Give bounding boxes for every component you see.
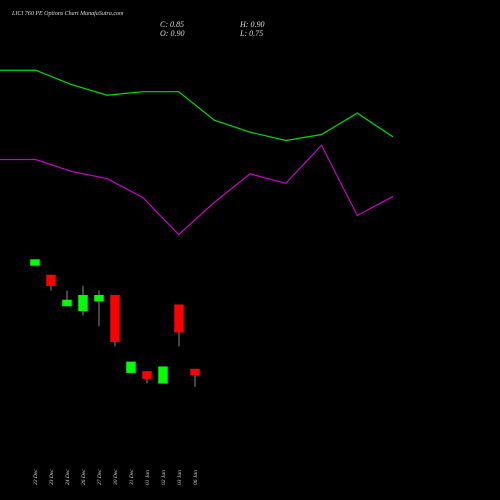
x-tick-label: 06 Jan (193, 470, 199, 485)
ohlc-info: C: 0.85 (160, 20, 184, 29)
x-tick-label: 22 Dec (33, 469, 39, 485)
candle-body (158, 366, 168, 384)
candle-body (62, 299, 72, 307)
x-tick-label: 26 Dec (81, 469, 87, 485)
x-tick-label: 23 Dec (49, 469, 55, 485)
candle-body (78, 294, 88, 311)
ohlc-info: O: 0.90 (160, 29, 184, 38)
x-tick-label: 24 Dec (64, 469, 71, 485)
candle-body (126, 361, 136, 373)
x-tick-label: 01 Jan (145, 470, 151, 485)
x-tick-label: 27 Dec (97, 469, 103, 485)
x-tick-label: 03 Jan (177, 470, 183, 485)
chart-title: LICI 760 PE Options Chart MunafaSutra.co… (11, 10, 124, 17)
ohlc-info: H: 0.90 (239, 20, 264, 29)
candle-body (94, 294, 104, 302)
ohlc-info: L: 0.75 (239, 29, 263, 38)
x-tick-label: 02 Jan (161, 470, 167, 485)
indicator-line (0, 144, 394, 236)
candle-body (46, 274, 56, 286)
x-tick-label: 30 Dec (113, 469, 119, 486)
candle-body (142, 371, 152, 379)
candle-body (174, 304, 184, 333)
candle-body (190, 368, 200, 376)
indicator-line (0, 69, 394, 142)
x-tick-label: 31 Dec (129, 469, 135, 486)
candle-body (110, 294, 120, 342)
candle-body (30, 259, 40, 266)
